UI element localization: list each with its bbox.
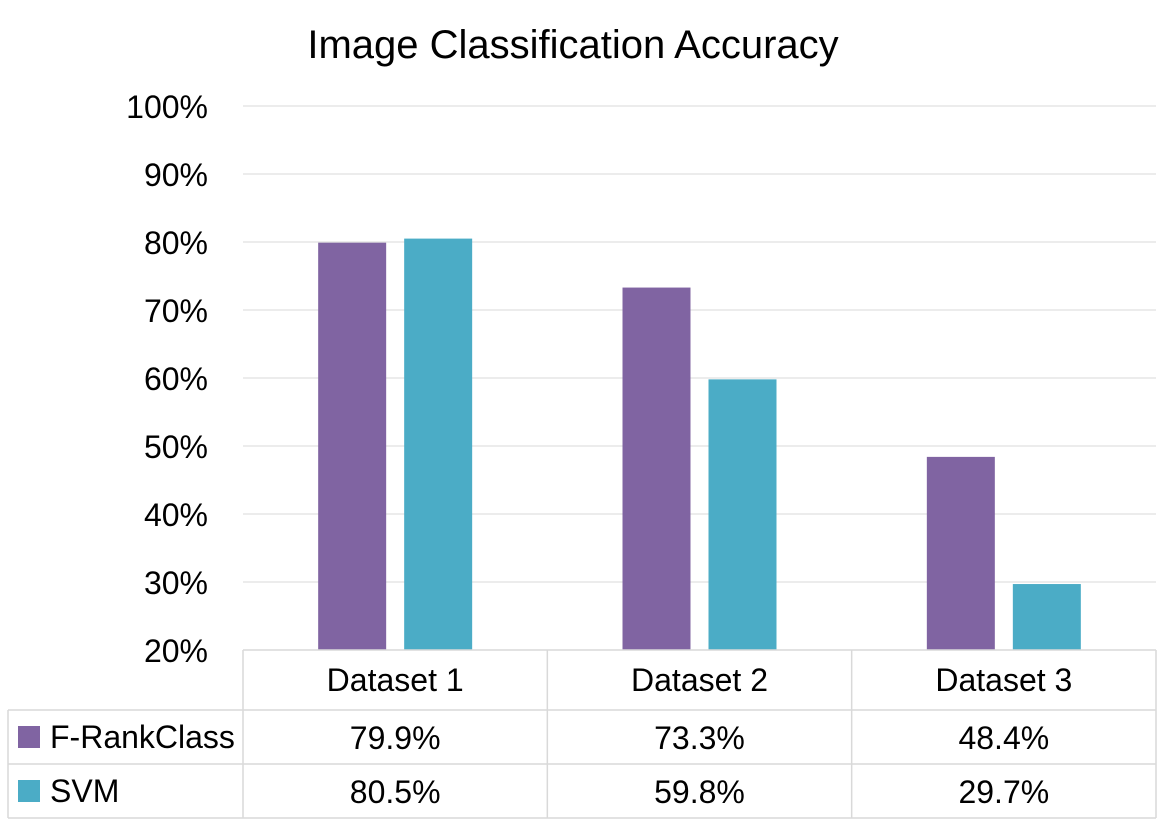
y-tick-label: 70% [144,293,208,329]
data-label: 59.8% [654,774,745,810]
legend-swatch [18,780,40,802]
data-label: 79.9% [350,720,441,756]
bar-svm-3 [1012,584,1081,650]
data-label: 48.4% [958,720,1049,756]
bar-svm-2 [708,379,777,650]
y-tick-label: 80% [144,225,208,261]
bar-f-rankclass-3 [926,456,995,650]
data-label: 73.3% [654,720,745,756]
chart-title: Image Classification Accuracy [307,23,838,67]
bars [318,238,1081,650]
bar-f-rankclass-2 [622,287,691,650]
x-tick-label: Dataset 2 [631,662,768,698]
legend-swatch [18,726,40,748]
legend-label: SVM [50,773,119,809]
y-tick-label: 20% [144,633,208,669]
y-tick-label: 90% [144,157,208,193]
y-tick-label: 40% [144,497,208,533]
y-axis-ticks: 20% 30% 40% 50% 60% 70% 80% 90% 100% [126,89,208,669]
x-tick-label: Dataset 3 [935,662,1072,698]
data-label: 29.7% [958,774,1049,810]
bar-f-rankclass-1 [318,242,387,650]
y-tick-label: 60% [144,361,208,397]
legend-label: F-RankClass [50,719,235,755]
x-tick-label: Dataset 1 [327,662,464,698]
bar-svm-1 [404,238,473,650]
y-tick-label: 30% [144,565,208,601]
y-tick-label: 50% [144,429,208,465]
y-tick-label: 100% [126,89,208,125]
data-table: Dataset 1 Dataset 2 Dataset 3 F-RankClass 79… [7,649,1157,819]
gridlines [243,105,1156,583]
data-label: 80.5% [350,774,441,810]
